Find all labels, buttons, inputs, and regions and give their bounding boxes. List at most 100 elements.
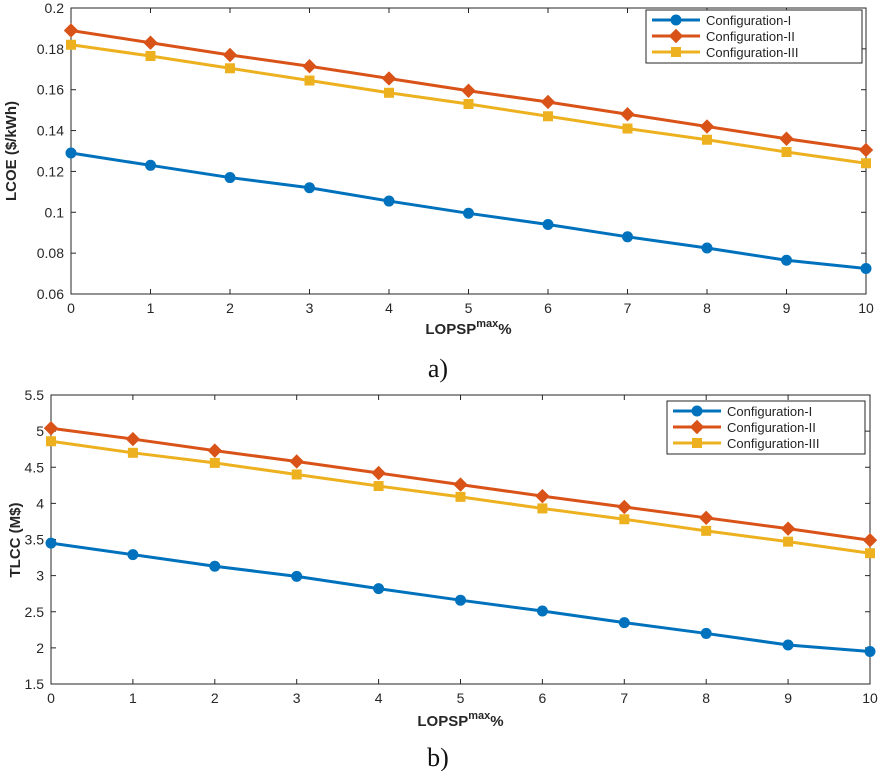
data-point-a-2: [540, 94, 556, 110]
data-point-a-1: [622, 231, 633, 243]
y-axis-label-b: TLCC (M$): [7, 503, 24, 578]
x-tick-label-a: 10: [858, 300, 874, 316]
y-tick-label-a: 0.16: [37, 82, 64, 98]
data-point-b-1: [127, 549, 139, 561]
legend-label-b-2: Configuration-II: [727, 420, 816, 435]
data-point-b-3: [455, 491, 466, 502]
data-point-a-3: [543, 111, 553, 122]
data-point-a-3: [304, 75, 315, 86]
x-tick-label-b: 0: [47, 690, 55, 706]
x-tick-label-a: 7: [624, 300, 632, 316]
data-point-a-1: [65, 147, 77, 159]
y-tick-label-b: 5.5: [25, 387, 45, 403]
data-point-b-1: [864, 645, 876, 657]
data-point-a-1: [860, 262, 872, 274]
x-tick-label-a: 8: [703, 300, 711, 316]
data-point-a-2: [381, 71, 397, 86]
data-point-a-1: [542, 219, 554, 231]
data-point-a-3: [861, 158, 871, 169]
legend-label-a-2: Configuration-II: [706, 29, 795, 44]
data-point-b-2: [862, 533, 878, 548]
chart-panel-b: 0 1 2 3 4 5 6 7 8 9 10 1.5 2 2.5 3 3.5 4 4.5 5 5.5 TLCC (M$)…: [7, 387, 878, 730]
data-point-a-3: [781, 147, 792, 158]
y-tick-label-a: 0.06: [37, 286, 64, 302]
data-point-a-2: [143, 35, 158, 50]
data-point-a-1: [224, 172, 236, 184]
legend-marker-a-3: [671, 47, 681, 57]
legend-marker-a-1: [670, 14, 682, 26]
data-point-a-1: [463, 207, 474, 219]
data-point-b-2: [535, 488, 550, 504]
data-point-b-1: [291, 570, 303, 582]
data-point-a-1: [781, 254, 792, 266]
data-point-a-2: [461, 83, 476, 98]
x-axis-label-main: LOPSP: [417, 713, 468, 730]
data-point-b-2: [125, 431, 141, 447]
legend-label-b-1: Configuration-I: [727, 404, 812, 419]
y-tick-label-b: 4.5: [25, 459, 45, 475]
legend-marker-b-1: [691, 405, 703, 417]
data-point-a-1: [304, 182, 315, 194]
data-point-a-3: [145, 51, 156, 62]
data-point-a-3: [66, 39, 76, 50]
data-point-b-2: [698, 510, 714, 526]
data-point-a-3: [622, 123, 633, 134]
legend-label-a-3: Configuration-III: [706, 45, 799, 60]
data-point-b-3: [127, 447, 138, 458]
x-tick-label-b: 10: [862, 690, 878, 706]
data-point-b-3: [865, 548, 875, 559]
data-point-a-1: [383, 195, 395, 207]
data-point-b-1: [700, 627, 712, 639]
data-point-b-2: [780, 521, 796, 536]
x-tick-label-a: 5: [465, 300, 473, 316]
data-point-b-3: [783, 536, 794, 547]
legend-marker-a-2: [668, 28, 684, 44]
data-point-a-1: [145, 159, 156, 171]
y-tick-label-b: 3: [36, 568, 44, 584]
data-point-a-3: [702, 134, 712, 145]
x-tick-label-b: 4: [375, 690, 383, 706]
legend-label-b-3: Configuration-III: [727, 436, 820, 451]
x-axis-label-tail: %: [490, 713, 503, 730]
data-point-b-3: [373, 481, 384, 492]
data-point-a-2: [620, 107, 635, 122]
data-point-b-1: [45, 537, 57, 549]
data-point-a-3: [225, 63, 235, 74]
y-tick-label-b: 3.5: [25, 532, 45, 548]
chart-panel-a: 0 1 2 3 4 5 6 7 8 9 10 0.06 0.08 0.1 0.12 0.14 0.16 0.18 0…: [3, 0, 874, 338]
data-point-b-1: [455, 594, 466, 606]
x-tick-label-a: 6: [544, 300, 552, 316]
legend-label-a-1: Configuration-I: [706, 13, 791, 28]
y-axis-label-a: LCOE ($/kWh): [3, 101, 20, 201]
x-tick-label-b: 1: [129, 690, 137, 706]
x-tick-label-b: 9: [784, 690, 792, 706]
x-tick-label-a: 0: [67, 300, 75, 316]
x-tick-label-a: 1: [147, 300, 155, 316]
x-axis-label-superscript: max: [468, 710, 491, 722]
x-tick-label-a: 3: [306, 300, 314, 316]
data-point-b-1: [536, 605, 548, 617]
data-point-b-2: [207, 443, 223, 458]
data-point-b-1: [618, 617, 630, 629]
data-point-a-3: [463, 99, 474, 110]
legend-marker-b-2: [689, 419, 705, 435]
data-point-b-1: [209, 560, 221, 572]
x-axis-label-main: LOPSP: [425, 321, 476, 338]
y-tick-label-a: 0.08: [37, 245, 64, 261]
data-point-a-2: [63, 23, 79, 38]
data-point-b-2: [43, 421, 59, 436]
y-tick-label-a: 0.2: [45, 0, 65, 16]
legend-marker-b-3: [692, 438, 702, 448]
y-tick-label-a: 0.1: [45, 204, 65, 220]
x-axis-label-b: LOPSPmax%: [417, 710, 503, 730]
data-point-b-3: [537, 503, 548, 514]
x-tick-label-a: 9: [783, 300, 791, 316]
data-point-b-2: [453, 477, 468, 492]
data-point-b-3: [701, 525, 712, 536]
y-tick-label-a: 0.12: [37, 163, 64, 179]
y-tick-label-a: 0.14: [37, 123, 64, 139]
x-tick-label-a: 4: [385, 300, 393, 316]
y-tick-label-a: 0.18: [37, 41, 64, 57]
x-tick-label-b: 7: [620, 690, 628, 706]
